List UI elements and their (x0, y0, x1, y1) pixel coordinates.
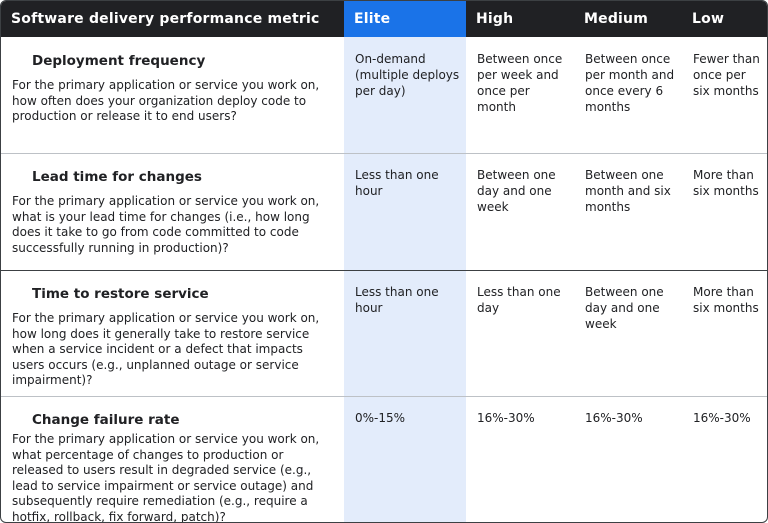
metric-question: For the primary application or service y… (12, 311, 320, 387)
level-value: Between once per month and once every 6 … (585, 52, 675, 114)
level-value: Between one month and six months (585, 168, 671, 214)
level-value: More than six months (693, 285, 759, 315)
level-value: Fewer than once per six months (693, 52, 760, 98)
row-separator (1, 153, 767, 154)
metric-title: Lead time for changes (32, 169, 202, 185)
header-level: Elite (344, 1, 466, 37)
metric-title: Change failure rate (32, 412, 180, 428)
level-value: Between once per week and once per month (477, 52, 563, 114)
row-separator (1, 270, 767, 271)
metric-question: For the primary application or service y… (12, 432, 320, 523)
row-separator (1, 396, 767, 397)
level-value: More than six months (693, 168, 759, 198)
metric-title: Time to restore service (32, 286, 209, 302)
header-metric: Software delivery performance metric (1, 1, 344, 37)
header-level: Low (682, 1, 767, 37)
level-value: Between one day and one week (585, 285, 664, 331)
level-value: On-demand (multiple deploys per day) (355, 52, 460, 98)
level-value: Less than one day (477, 285, 561, 315)
level-value: Less than one hour (355, 168, 439, 198)
level-value: 16%-30% (477, 411, 535, 425)
level-value: 16%-30% (693, 411, 751, 425)
level-value: Between one day and one week (477, 168, 556, 214)
elite-column-bg (344, 37, 466, 522)
metric-question: For the primary application or service y… (12, 194, 320, 255)
header-level: Medium (574, 1, 682, 37)
level-value: Less than one hour (355, 285, 439, 315)
level-value: 16%-30% (585, 411, 643, 425)
metric-title: Deployment frequency (32, 53, 206, 69)
header-level: High (466, 1, 574, 37)
level-value: 0%-15% (355, 411, 406, 425)
metric-question: For the primary application or service y… (12, 78, 320, 123)
